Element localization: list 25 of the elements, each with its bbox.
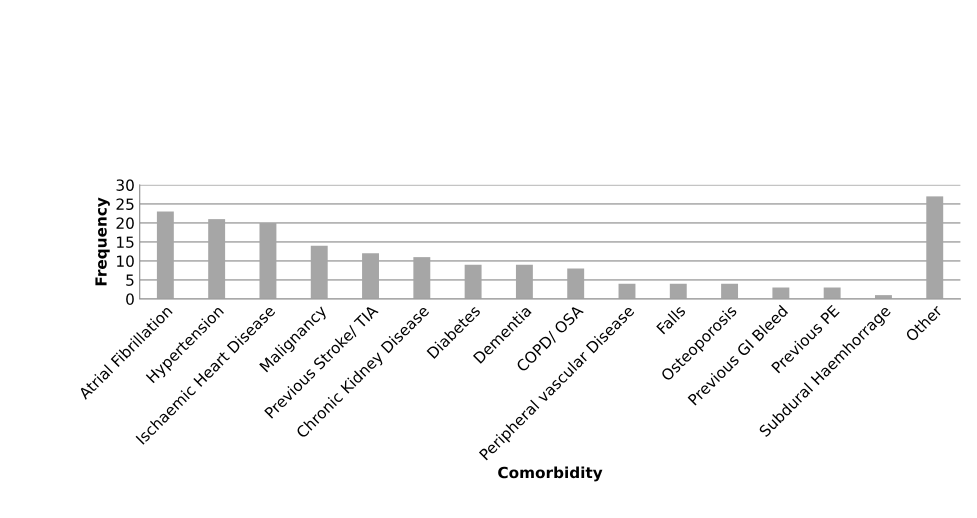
bar	[310, 246, 328, 299]
y-tick-label: 0	[126, 293, 134, 305]
bar	[567, 268, 584, 299]
bar	[156, 212, 174, 299]
bar	[208, 219, 226, 299]
bar	[824, 287, 841, 299]
bar	[874, 295, 892, 299]
bar	[259, 222, 276, 299]
bar	[516, 264, 533, 299]
y-tick-label: 30	[116, 179, 134, 191]
bar	[721, 284, 738, 299]
y-tick-label: 5	[126, 274, 134, 286]
y-tick-label: 20	[116, 217, 134, 229]
bar	[413, 257, 430, 299]
bar	[670, 284, 687, 299]
bar	[618, 284, 636, 299]
y-tick-label: 25	[116, 198, 134, 210]
y-axis-title: Frequency	[95, 197, 110, 286]
bar	[464, 264, 482, 299]
bar	[772, 287, 790, 299]
bar	[926, 196, 944, 299]
x-axis-title: Comorbidity	[498, 466, 602, 482]
y-tick-label: 10	[117, 255, 134, 267]
bar	[362, 253, 379, 299]
y-tick-label: 15	[117, 236, 134, 248]
